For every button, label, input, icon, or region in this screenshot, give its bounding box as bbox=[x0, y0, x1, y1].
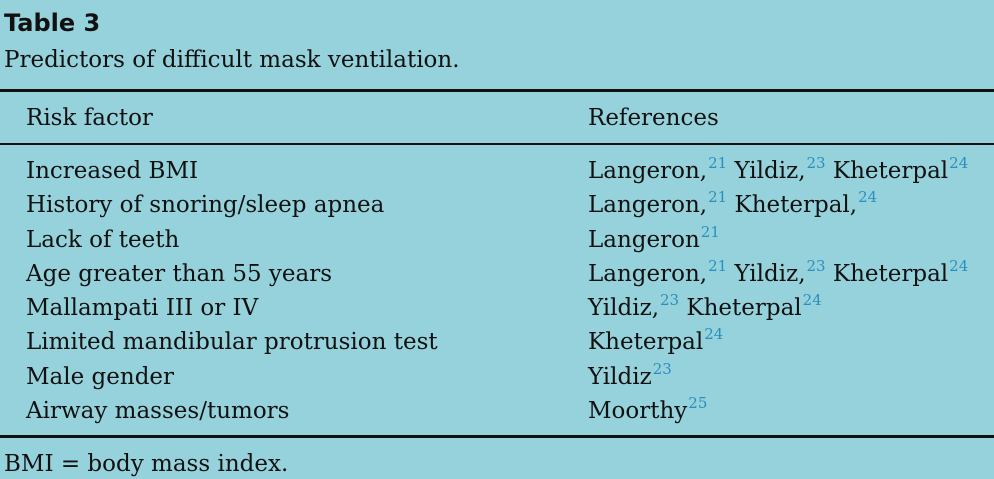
reference-citation-link[interactable]: 23 bbox=[660, 291, 680, 310]
reference-citation-link[interactable]: 23 bbox=[652, 359, 672, 378]
header-references: References bbox=[588, 105, 719, 131]
table-row: Age greater than 55 years Langeron,21 Yil… bbox=[0, 256, 994, 293]
top-rule bbox=[0, 89, 994, 92]
reference-citation-link[interactable]: 21 bbox=[708, 188, 728, 207]
reference-author: Moorthy bbox=[588, 398, 688, 425]
reference-citation-link[interactable]: 21 bbox=[700, 222, 720, 241]
references-cell: Langeron,21 Yildiz,23 Kheterpal24 bbox=[588, 154, 969, 188]
risk-factor-cell: Lack of teeth bbox=[26, 226, 180, 253]
reference-author: Kheterpal, bbox=[727, 192, 858, 219]
reference-author: Kheterpal bbox=[679, 295, 802, 322]
risk-factor-cell: Increased BMI bbox=[26, 158, 199, 184]
reference-author: Langeron, bbox=[588, 158, 708, 184]
reference-author: Yildiz bbox=[588, 363, 652, 390]
references-cell: Kheterpal24 bbox=[588, 325, 724, 359]
references-cell: Yildiz,23 Kheterpal24 bbox=[588, 291, 822, 325]
table-row: Limited mandibular protrusion test Kheter… bbox=[0, 325, 994, 361]
bottom-rule bbox=[0, 435, 994, 438]
reference-author: Langeron, bbox=[588, 192, 708, 219]
table-row: Male gender Yildiz23 bbox=[0, 359, 994, 396]
reference-citation-link[interactable]: 25 bbox=[688, 394, 708, 413]
table-row: Lack of teeth Langeron21 bbox=[0, 222, 994, 259]
reference-citation-link[interactable]: 24 bbox=[949, 154, 969, 172]
references-cell: Langeron,21 Kheterpal,24 bbox=[588, 188, 878, 222]
reference-citation-link[interactable]: 24 bbox=[858, 188, 878, 207]
table-caption: Predictors of difficult mask ventilation… bbox=[4, 47, 460, 73]
table-row: Mallampati III or IV Yildiz,23 Kheterpal2… bbox=[0, 291, 994, 327]
reference-citation-link[interactable]: 24 bbox=[704, 325, 724, 344]
reference-citation-link[interactable]: 21 bbox=[708, 154, 728, 172]
reference-author: Kheterpal bbox=[825, 260, 949, 287]
table-row: History of snoring/sleep apnea Langeron,2… bbox=[0, 188, 994, 224]
reference-author: Yildiz, bbox=[727, 260, 806, 287]
reference-citation-link[interactable]: 23 bbox=[806, 154, 826, 172]
risk-factor-cell: History of snoring/sleep apnea bbox=[26, 192, 385, 219]
risk-factor-cell: Airway masses/tumors bbox=[26, 398, 290, 425]
reference-author: Kheterpal bbox=[825, 158, 949, 184]
references-cell: Langeron,21 Yildiz,23 Kheterpal24 bbox=[588, 256, 969, 291]
reference-citation-link[interactable]: 24 bbox=[802, 291, 822, 310]
risk-factor-cell: Limited mandibular protrusion test bbox=[26, 329, 438, 356]
table-title: Table 3 bbox=[4, 9, 101, 37]
reference-citation-link[interactable]: 23 bbox=[806, 256, 826, 275]
table-body: Increased BMI Langeron,21 Yildiz,23 Khete… bbox=[0, 154, 994, 430]
table-row: Increased BMI Langeron,21 Yildiz,23 Khete… bbox=[0, 154, 994, 190]
risk-factor-cell: Male gender bbox=[26, 363, 175, 390]
table-footnote: BMI = body mass index. bbox=[4, 451, 289, 477]
reference-citation-link[interactable]: 21 bbox=[708, 256, 728, 275]
risk-factor-cell: Mallampati III or IV bbox=[26, 295, 259, 322]
references-cell: Yildiz23 bbox=[588, 359, 672, 394]
reference-author: Langeron, bbox=[588, 260, 708, 287]
reference-author: Kheterpal bbox=[588, 329, 704, 356]
reference-author: Yildiz, bbox=[727, 158, 806, 184]
reference-author: Langeron bbox=[588, 226, 700, 253]
reference-author: Yildiz, bbox=[588, 295, 659, 322]
header-rule bbox=[0, 143, 994, 145]
references-cell: Moorthy25 bbox=[588, 394, 708, 428]
risk-factor-cell: Age greater than 55 years bbox=[26, 260, 333, 287]
table-row: Airway masses/tumors Moorthy25 bbox=[0, 394, 994, 430]
header-risk-factor: Risk factor bbox=[26, 105, 153, 131]
reference-citation-link[interactable]: 24 bbox=[949, 256, 969, 275]
references-cell: Langeron21 bbox=[588, 222, 720, 257]
